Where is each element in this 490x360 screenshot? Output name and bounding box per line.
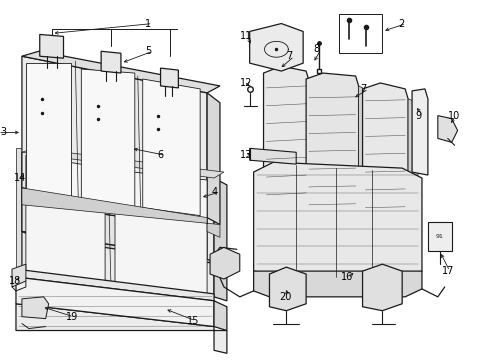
Polygon shape [264, 66, 309, 212]
Text: 15: 15 [187, 316, 199, 325]
Polygon shape [214, 301, 227, 330]
Text: 91: 91 [436, 234, 444, 239]
Polygon shape [250, 23, 303, 71]
Polygon shape [22, 152, 214, 297]
Polygon shape [22, 51, 220, 93]
Text: 6: 6 [158, 150, 164, 160]
Polygon shape [16, 277, 214, 327]
Polygon shape [359, 86, 368, 222]
Polygon shape [22, 148, 224, 178]
Polygon shape [40, 35, 64, 58]
Polygon shape [270, 267, 306, 311]
Polygon shape [210, 247, 240, 279]
Polygon shape [16, 304, 227, 353]
Text: 16: 16 [341, 272, 353, 282]
Text: 3: 3 [0, 127, 6, 138]
Polygon shape [207, 93, 220, 225]
Polygon shape [22, 56, 207, 218]
Text: 19: 19 [66, 312, 78, 321]
Polygon shape [438, 116, 458, 142]
Text: 1: 1 [145, 19, 151, 28]
Polygon shape [428, 222, 452, 251]
Polygon shape [143, 79, 200, 216]
Polygon shape [309, 81, 319, 205]
Text: 8: 8 [313, 44, 319, 54]
Text: 14: 14 [14, 173, 26, 183]
Text: 12: 12 [240, 78, 252, 88]
Polygon shape [81, 69, 135, 208]
Polygon shape [16, 148, 22, 271]
Polygon shape [306, 73, 359, 225]
Text: 17: 17 [442, 266, 454, 276]
Text: 7: 7 [361, 84, 367, 94]
Text: 13: 13 [240, 150, 252, 160]
Polygon shape [250, 148, 296, 164]
Text: 11: 11 [240, 31, 252, 41]
Polygon shape [22, 188, 220, 238]
Polygon shape [363, 264, 402, 311]
Polygon shape [12, 264, 26, 287]
Text: 7: 7 [286, 51, 293, 61]
Polygon shape [363, 83, 408, 228]
Polygon shape [214, 178, 227, 301]
Polygon shape [161, 68, 178, 88]
Polygon shape [22, 202, 207, 259]
Text: 20: 20 [279, 292, 292, 302]
Polygon shape [16, 269, 214, 301]
Polygon shape [22, 188, 207, 230]
Polygon shape [115, 170, 207, 294]
Text: 18: 18 [9, 276, 21, 286]
Polygon shape [101, 51, 121, 73]
Polygon shape [408, 99, 418, 225]
Polygon shape [22, 297, 49, 319]
Polygon shape [254, 162, 422, 279]
Text: 5: 5 [145, 46, 151, 56]
Polygon shape [22, 231, 220, 264]
Text: 4: 4 [212, 187, 218, 197]
Text: 10: 10 [448, 111, 460, 121]
Polygon shape [26, 155, 105, 287]
Text: 9: 9 [415, 111, 421, 121]
Text: 2: 2 [398, 19, 404, 28]
Polygon shape [412, 89, 428, 175]
Polygon shape [254, 271, 422, 297]
Polygon shape [26, 63, 72, 202]
